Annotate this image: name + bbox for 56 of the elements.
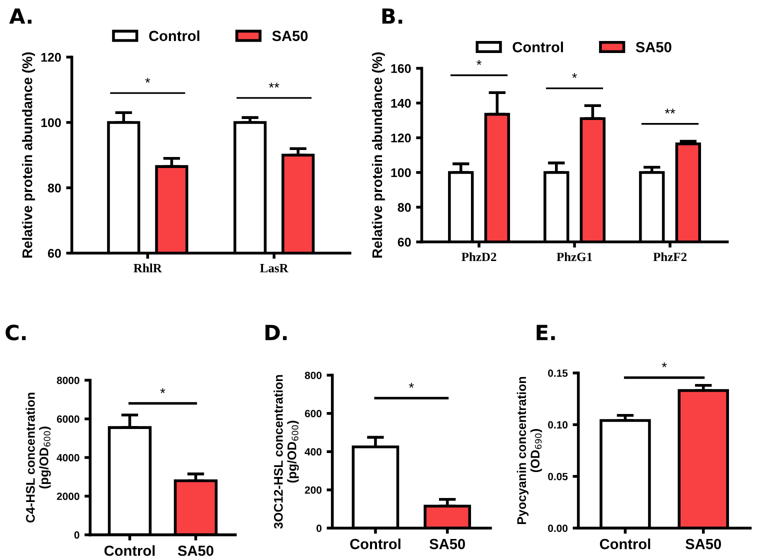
y-tick-label: 0.10 bbox=[548, 421, 568, 429]
annotation: ** bbox=[664, 108, 676, 114]
y-tick-label: 400 bbox=[304, 448, 322, 456]
x-tick-label: SA50 bbox=[430, 538, 465, 550]
y-tick-label: 140 bbox=[391, 98, 411, 108]
chart-title: A. bbox=[9, 8, 32, 24]
x-tick-label: SA50 bbox=[686, 538, 722, 550]
x-tick-label: Control bbox=[104, 545, 155, 556]
y-axis-title: Pyocyanin concentration (OD$_{690}$) bbox=[516, 376, 542, 524]
y-tick-label: 6000 bbox=[56, 415, 80, 423]
y-axis-title: Relative protein abundance (%) bbox=[22, 52, 35, 258]
text: * bbox=[476, 60, 482, 65]
chart-title: E. bbox=[536, 324, 555, 340]
y-tick-label: 8000 bbox=[56, 376, 80, 384]
annotation: * bbox=[145, 78, 150, 83]
y-tick-label: 0.00 bbox=[548, 524, 568, 532]
legend-label: SA50 bbox=[272, 30, 308, 42]
y-tick-label: 4000 bbox=[56, 454, 80, 462]
x-tick-label: Control bbox=[600, 538, 650, 550]
annotation: * bbox=[572, 73, 578, 78]
text: * bbox=[662, 362, 667, 368]
chart-title: B. bbox=[382, 8, 402, 24]
y-axis-title: Relative protein abundance (%) bbox=[372, 52, 385, 258]
y-tick-label: 60 bbox=[398, 238, 411, 247]
y-tick-label: 0 bbox=[74, 531, 80, 539]
annotation: ** bbox=[268, 82, 280, 88]
y-tick-label: 120 bbox=[41, 52, 61, 62]
chart-title: C. bbox=[6, 324, 26, 340]
x-tick-label: PhzD2 bbox=[462, 252, 496, 262]
y-tick-label: 160 bbox=[391, 64, 411, 73]
chart-title: D. bbox=[265, 324, 287, 340]
y-tick-label: 0.05 bbox=[548, 472, 568, 480]
y-tick-label: 800 bbox=[304, 372, 322, 380]
y-tick-label: 0 bbox=[316, 524, 322, 532]
legend-label: Control bbox=[149, 30, 200, 42]
y-tick-label: 60 bbox=[48, 248, 61, 258]
y-tick-label: 80 bbox=[48, 184, 61, 192]
y-axis-title: 3OC12-HSL concentration (pg/OD$_{600}$) bbox=[274, 375, 299, 529]
x-tick-label: RhlR bbox=[134, 264, 162, 272]
y-tick-label: 100 bbox=[391, 168, 411, 178]
y-tick-label: 0.15 bbox=[548, 369, 568, 377]
y-tick-label: 80 bbox=[398, 203, 411, 212]
annotation: * bbox=[160, 388, 166, 394]
y-tick-label: 2000 bbox=[56, 492, 80, 500]
annotation: * bbox=[408, 382, 414, 388]
y-tick-label: 600 bbox=[304, 410, 322, 418]
legend-label: Control bbox=[512, 42, 563, 52]
x-tick-label: PhzG1 bbox=[556, 252, 592, 262]
legend-label: SA50 bbox=[636, 42, 672, 52]
x-tick-label: PhzF2 bbox=[653, 252, 686, 262]
x-tick-label: LasR bbox=[260, 264, 288, 272]
y-axis-title: C4-HSL concentration (pg/OD$_{600}$) bbox=[26, 392, 51, 523]
y-tick-label: 200 bbox=[304, 486, 322, 494]
y-tick-label: 100 bbox=[41, 118, 61, 128]
y-tick-label: 120 bbox=[391, 134, 411, 142]
x-tick-label: Control bbox=[350, 538, 400, 550]
